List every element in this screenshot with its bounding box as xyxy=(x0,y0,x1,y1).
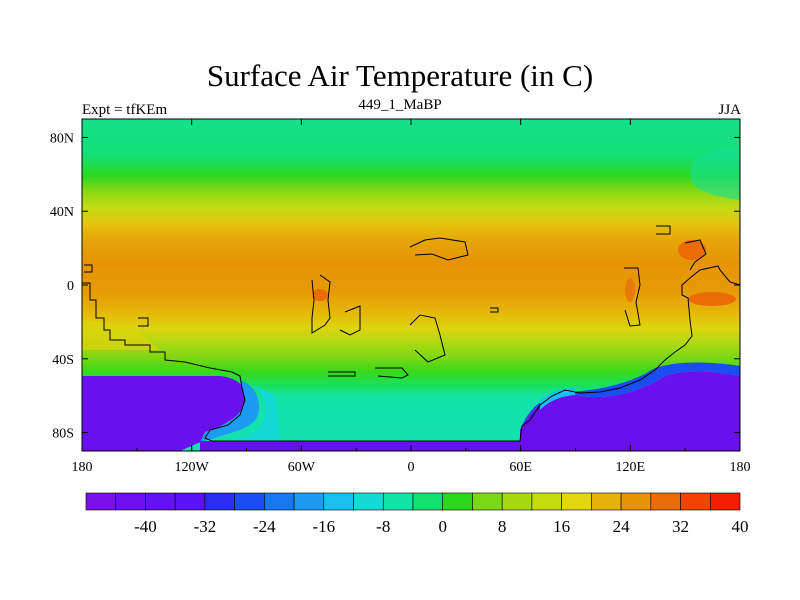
plot-title: Surface Air Temperature (in C) xyxy=(206,58,594,93)
colorbar-swatch xyxy=(472,492,503,511)
colorbar-swatch xyxy=(115,492,146,511)
colorbar-swatch xyxy=(174,492,206,511)
colorbar-swatch xyxy=(591,492,622,511)
y-tick-label: 80N xyxy=(50,131,74,146)
coastlines xyxy=(82,225,741,442)
colorbar-swatch xyxy=(501,492,533,511)
colorbar-swatch xyxy=(709,492,741,511)
colorbar-label: -24 xyxy=(253,517,276,536)
colorbar-swatch xyxy=(561,492,592,511)
x-tick-label: 120W xyxy=(175,460,210,475)
colorbar-swatch xyxy=(323,492,354,511)
x-tick-label: 180 xyxy=(72,460,93,475)
colorbar-swatch xyxy=(531,492,562,511)
y-tick-label: 40S xyxy=(52,353,74,368)
colorbar-swatch xyxy=(353,492,384,511)
colorbar-swatch xyxy=(412,492,444,511)
x-axis: 180 120W 60W 0 60E 120E 180 xyxy=(72,119,751,475)
y-tick-label: 80S xyxy=(52,427,74,442)
colorbar-label: 0 xyxy=(438,517,447,536)
colorbar-label: -8 xyxy=(376,517,390,536)
colorbar-label: 24 xyxy=(613,517,631,536)
x-tick-label: 60W xyxy=(288,460,316,475)
plot-subtitle: 449_1_MaBP xyxy=(358,97,442,113)
x-tick-label: 60E xyxy=(509,460,532,475)
colorbar-swatch xyxy=(382,492,414,511)
season-label: JJA xyxy=(718,102,741,118)
y-axis: 80N 40N 0 40S 80S xyxy=(50,131,740,442)
colorbar-swatch xyxy=(264,492,295,511)
colorbar-label: -16 xyxy=(312,517,335,536)
y-tick-label: 0 xyxy=(67,279,74,294)
colorbar-swatch xyxy=(204,492,235,511)
y-tick-label: 40N xyxy=(50,205,74,220)
colorbar-swatch xyxy=(650,492,681,511)
experiment-label: Expt = tfKEm xyxy=(82,102,168,118)
colorbar-swatch xyxy=(680,492,711,511)
x-tick-label: 180 xyxy=(730,460,751,475)
colorbar-label: 16 xyxy=(553,517,570,536)
colorbar-swatch xyxy=(234,492,265,511)
colorbar-label: 40 xyxy=(732,517,749,536)
map-field xyxy=(82,119,740,451)
colorbar-swatch xyxy=(620,492,652,511)
colorbar: -40 -32 -24 -16 -8 0 8 16 24 32 40 xyxy=(85,492,749,536)
x-tick-label: 120E xyxy=(616,460,646,475)
colorbar-swatch xyxy=(293,492,325,511)
x-tick-label: 0 xyxy=(408,460,415,475)
colorbar-swatch xyxy=(85,492,117,511)
colorbar-label: 8 xyxy=(498,517,507,536)
colorbar-swatch xyxy=(442,492,473,511)
colorbar-swatch xyxy=(145,492,176,511)
colorbar-label: -40 xyxy=(134,517,157,536)
colorbar-label: 32 xyxy=(672,517,689,536)
colorbar-label: -32 xyxy=(194,517,217,536)
